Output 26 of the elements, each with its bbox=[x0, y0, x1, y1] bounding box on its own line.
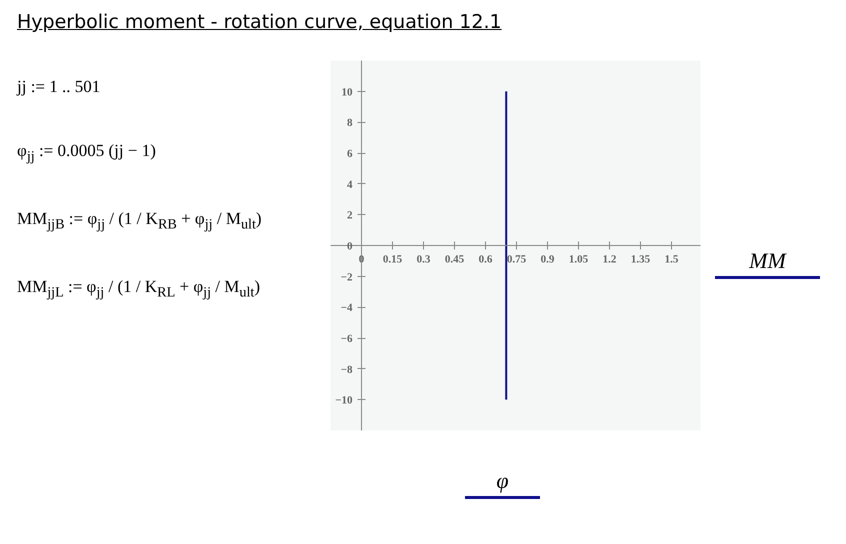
x-axis-title: φ bbox=[465, 465, 540, 500]
x-tick-label: 1.5 bbox=[664, 254, 679, 266]
x-tick-label: 1.35 bbox=[630, 254, 651, 266]
x-tick-label: 0.9 bbox=[540, 254, 555, 266]
y-tick-label: −4 bbox=[340, 302, 354, 314]
chart-title: Hyperbolic moment - rotation curve, equation 12.1 bbox=[17, 11, 502, 33]
x-tick-label: 0.15 bbox=[382, 254, 403, 266]
text: MM$_{jjB}$ := φ$_{jj}$ / (1 / K$_{RB}$ + φ$_{jj}$ / M$_{ult}$) bbox=[17, 208, 262, 232]
y-tick-label: 4 bbox=[347, 178, 354, 191]
x-tick-label: 1.2 bbox=[602, 254, 617, 266]
y-tick-label: 6 bbox=[347, 148, 354, 160]
y-tick-label: −8 bbox=[340, 364, 354, 376]
y-tick-label: 10 bbox=[342, 86, 354, 98]
y-tick-label: 2 bbox=[347, 210, 354, 222]
text: MM$_{jjL}$ := φ$_{jj}$ / (1 / K$_{RL}$ + φ$_{jj}$ / M$_{ult}$) bbox=[17, 276, 260, 300]
y-tick-label: −2 bbox=[340, 271, 354, 284]
x-tick-label: 0.45 bbox=[444, 254, 465, 266]
y-axis-title: MM bbox=[715, 245, 820, 280]
x-tick-label: 1.05 bbox=[568, 254, 589, 266]
x-tick-label: 0.3 bbox=[416, 254, 431, 266]
text: φ$_{jj}$ := 0.0005 (jj − 1) bbox=[17, 140, 157, 167]
x-tick-label: 0.6 bbox=[478, 254, 493, 266]
text: jj := 1 .. 501 bbox=[17, 76, 102, 98]
y-tick-label: −10 bbox=[335, 394, 354, 407]
y-tick-label: 8 bbox=[347, 117, 354, 130]
y-tick-label: −6 bbox=[340, 333, 354, 345]
